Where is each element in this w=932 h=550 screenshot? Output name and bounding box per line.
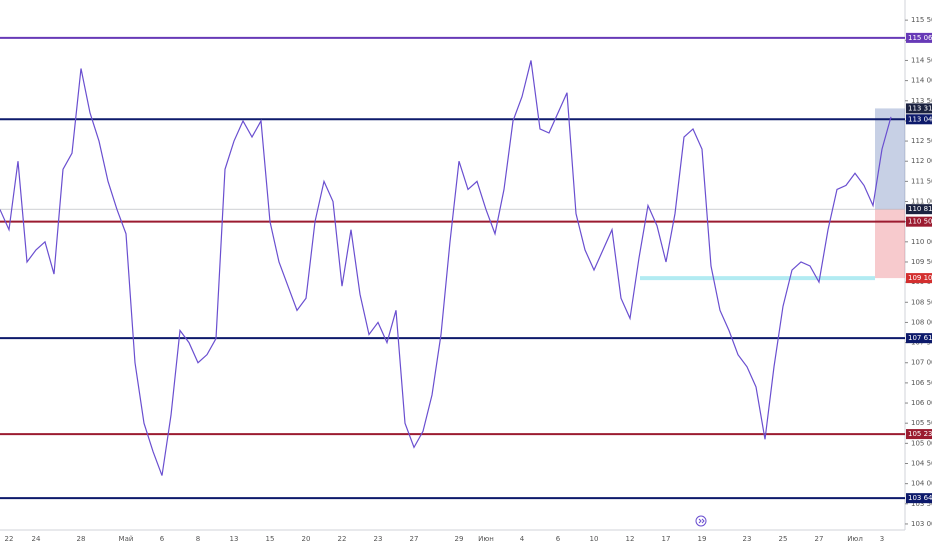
y-tick-label: 115 500: [911, 16, 932, 24]
level-badge: [906, 114, 932, 125]
x-tick-label: 13: [230, 535, 239, 543]
level-badge: [906, 32, 932, 43]
level-label: 103 640: [908, 494, 932, 502]
y-tick-label: 112 500: [911, 137, 932, 145]
x-tick-label: 19: [698, 535, 707, 543]
y-tick-label: 103 500: [911, 500, 932, 508]
y-tick-label: 113 500: [911, 97, 932, 105]
level-badge: [906, 216, 932, 227]
y-tick-label: 110 000: [911, 238, 932, 246]
x-tick-label: 28: [77, 535, 86, 543]
scroll-icon-glyph: [698, 518, 705, 524]
x-tick-label: 29: [455, 535, 464, 543]
x-tick-label: 17: [662, 535, 671, 543]
level-badge: [906, 429, 932, 440]
entry-badge: [906, 204, 932, 215]
target-badge: [906, 103, 932, 114]
position-profit-zone: [875, 108, 905, 210]
x-tick-label: 8: [196, 535, 200, 543]
stop-label: 109 100: [908, 274, 932, 282]
level-label: 113 040: [908, 115, 932, 123]
x-tick-label: 6: [556, 535, 561, 543]
x-tick-label: 15: [266, 535, 275, 543]
x-tick-label: 22: [5, 535, 14, 543]
x-tick-label: 20: [302, 535, 311, 543]
target-label: 113 310: [908, 104, 932, 112]
y-tick-label: 106 000: [911, 399, 932, 407]
x-tick-label: 4: [520, 535, 525, 543]
level-label: 110 500: [908, 218, 932, 226]
y-tick-label: 105 000: [911, 439, 932, 447]
y-tick-label: 104 000: [911, 480, 932, 488]
y-tick-label: 112 000: [911, 157, 932, 165]
y-tick-label: 111 500: [911, 177, 932, 185]
x-tick-label: 22: [338, 535, 347, 543]
x-tick-label: 27: [410, 535, 419, 543]
y-tick-label: 111 000: [911, 198, 932, 206]
y-tick-label: 107 000: [911, 359, 932, 367]
x-tick-label: 6: [160, 535, 165, 543]
x-tick-label: Июл: [847, 535, 863, 543]
y-tick-label: 108 500: [911, 298, 932, 306]
x-tick-label: 27: [815, 535, 824, 543]
y-tick-label: 114 000: [911, 77, 932, 85]
y-tick-label: 109 500: [911, 258, 932, 266]
x-tick-label: 23: [743, 535, 752, 543]
position-loss-zone: [875, 209, 905, 279]
y-tick-label: 105 500: [911, 419, 932, 427]
level-badge: [906, 493, 932, 504]
x-tick-label: 24: [32, 535, 41, 543]
x-tick-label: 25: [779, 535, 788, 543]
y-tick-label: 104 500: [911, 459, 932, 467]
level-label: 107 610: [908, 334, 932, 342]
x-tick-label: 12: [626, 535, 635, 543]
level-label: 115 060: [908, 34, 932, 42]
stop-badge: [906, 273, 932, 284]
y-tick-label: 108 000: [911, 318, 932, 326]
x-tick-label: 3: [880, 535, 884, 543]
x-tick-label: 23: [374, 535, 383, 543]
level-label: 105 230: [908, 430, 932, 438]
entry-label: 110 810: [908, 205, 932, 213]
price-line: [0, 60, 892, 476]
y-tick-label: 103 000: [911, 520, 932, 528]
x-tick-label: Май: [119, 535, 134, 543]
y-tick-label: 114 500: [911, 56, 932, 64]
y-tick-label: 106 500: [911, 379, 932, 387]
x-tick-label: Июн: [478, 535, 494, 543]
x-tick-label: 10: [590, 535, 599, 543]
level-badge: [906, 333, 932, 344]
